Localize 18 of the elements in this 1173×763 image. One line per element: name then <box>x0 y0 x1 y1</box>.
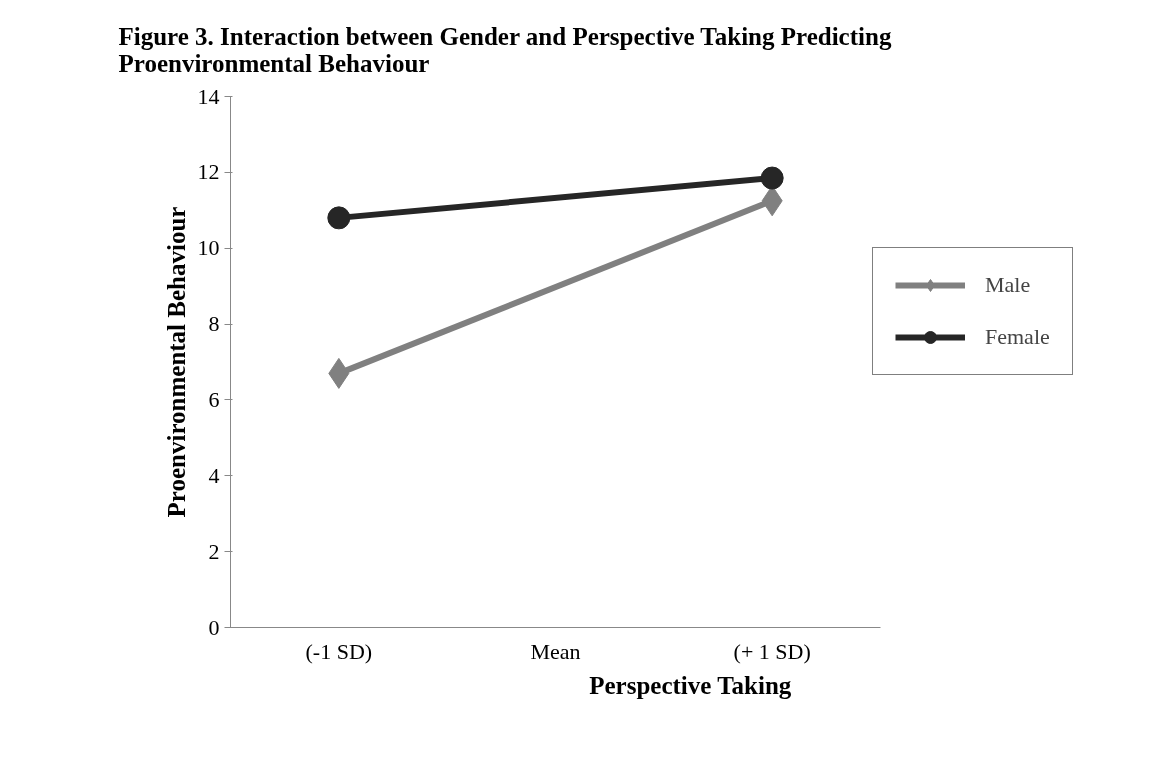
x-tick-label: Mean <box>530 638 581 664</box>
point <box>760 166 784 190</box>
y-tick-label: 12 <box>197 159 220 185</box>
y-tick-label: 10 <box>197 235 220 261</box>
y-tick-label: 14 <box>197 83 220 109</box>
y-tick-label: 2 <box>208 538 220 564</box>
y-tick-label: 0 <box>208 614 220 640</box>
legend-label: Female <box>985 324 1050 350</box>
legend-label: Male <box>985 272 1031 298</box>
x-tick-label: (-1 SD) <box>305 638 373 664</box>
y-tick-label: 6 <box>208 386 220 412</box>
y-tick-label: 8 <box>208 311 220 337</box>
x-tick-label: (+ 1 SD) <box>733 638 811 664</box>
x-axis-title: Perspective Taking <box>589 671 792 699</box>
y-axis-title: Proenvironmental Behaviour <box>162 206 190 518</box>
y-tick-label: 4 <box>208 462 220 488</box>
chart-title: Figure 3. Interaction between Gender and Perspective Taking Predicting Proenvironmental Behaviour <box>118 22 892 77</box>
point <box>327 206 351 230</box>
